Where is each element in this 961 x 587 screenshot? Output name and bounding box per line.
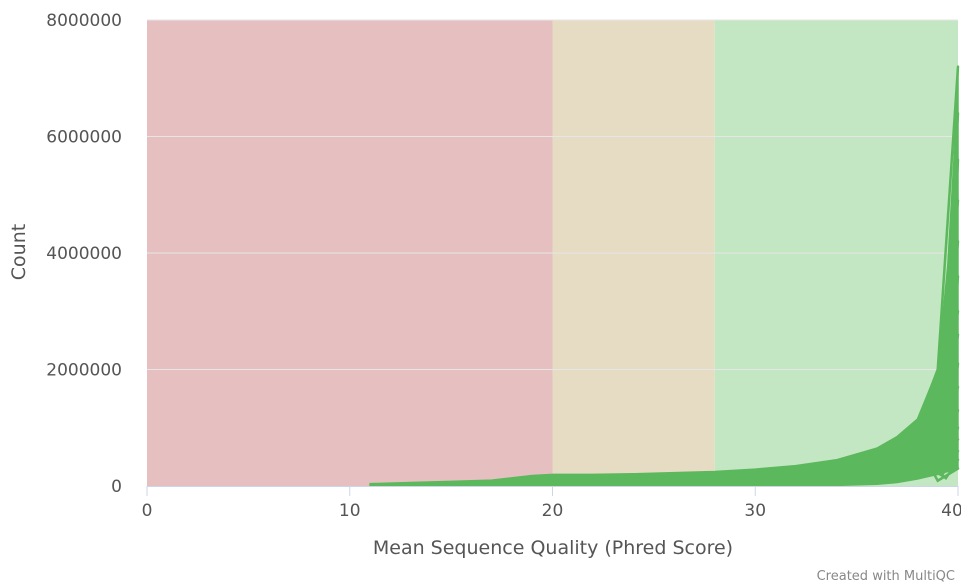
- sample-line-5[interactable]: [904, 275, 960, 470]
- x-tick-label-0: 0: [142, 501, 153, 521]
- y-tick-label-2: 4000000: [46, 244, 122, 264]
- x-tick-label-2: 20: [542, 501, 564, 521]
- sample-line-1[interactable]: [904, 111, 960, 477]
- gridlines: [147, 19, 958, 370]
- x-tick-label-4: 40: [941, 501, 961, 521]
- y-tick-label-4: 8000000: [46, 11, 122, 31]
- y-tick-label-1: 2000000: [46, 361, 122, 381]
- sample-line-0[interactable]: [895, 65, 960, 479]
- sample-series: [369, 65, 960, 487]
- x-axis-title: Mean Sequence Quality (Phred Score): [373, 537, 733, 559]
- y-axis-ticks: 0 2000000 4000000 6000000 8000000: [46, 11, 122, 497]
- y-tick-label-3: 6000000: [46, 128, 122, 148]
- sample-line-14[interactable]: [912, 451, 960, 480]
- x-tick-label-1: 10: [339, 501, 361, 521]
- x-axis-ticks: 0 10 20 30 40: [142, 486, 961, 521]
- y-axis-title: Count: [8, 224, 30, 280]
- sample-line-15[interactable]: [920, 449, 960, 483]
- multiqc-credit[interactable]: Created with MultiQC: [817, 569, 955, 584]
- y-tick-label-0: 0: [111, 477, 122, 497]
- x-tick-label-3: 30: [744, 501, 766, 521]
